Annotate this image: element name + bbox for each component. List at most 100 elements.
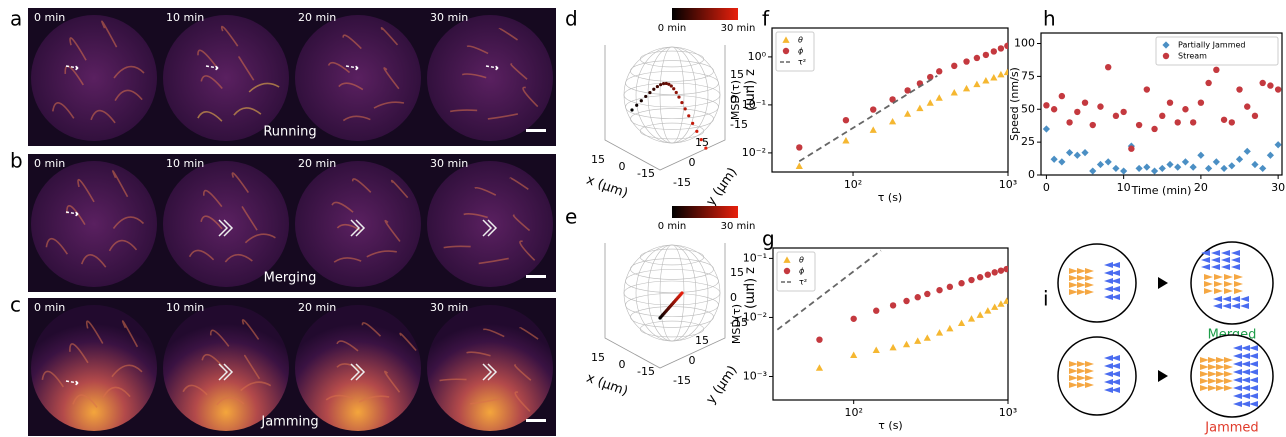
sphere-parallel — [640, 51, 703, 67]
legend-label: θ — [798, 36, 803, 45]
colorbar-label: 30 min — [721, 221, 756, 232]
data-point — [1267, 152, 1274, 159]
trajectory-point — [670, 84, 673, 87]
data-point — [997, 71, 1004, 77]
data-point — [991, 48, 997, 54]
y-tick-label: -15 — [673, 176, 691, 189]
time-label: 10 min — [166, 157, 204, 170]
time-label: 10 min — [166, 11, 204, 24]
trajectory-point — [687, 114, 690, 117]
data-point — [924, 334, 931, 340]
legend-label: τ² — [799, 278, 807, 287]
y-tick-label: 0 — [1028, 168, 1035, 181]
cell-outline — [1191, 335, 1273, 417]
figure: abcdefghi0 min10 min20 min30 minRunning0… — [0, 0, 1286, 437]
data-point — [904, 110, 911, 116]
legend-label: θ — [799, 256, 804, 265]
transition-arrow — [1158, 277, 1168, 289]
cell-image — [163, 161, 289, 287]
data-point — [1251, 161, 1258, 168]
image-caption: Jamming — [260, 415, 318, 430]
data-point — [1198, 99, 1204, 105]
data-point — [915, 294, 921, 300]
data-point — [968, 277, 974, 283]
data-point — [992, 269, 998, 275]
x-tick-label: 0 — [619, 160, 626, 173]
cell-image — [427, 161, 553, 287]
data-point — [1244, 148, 1251, 155]
y-axis-label: MSD(τ) — [730, 304, 743, 344]
sphere-meridian — [636, 245, 708, 341]
data-point — [870, 126, 877, 132]
data-point — [1236, 156, 1243, 163]
data-point — [936, 94, 943, 100]
y-tick-label: 0 — [689, 354, 696, 367]
data-point — [1105, 158, 1112, 165]
trajectory-point — [640, 99, 643, 102]
plot-area — [1043, 64, 1282, 175]
trajectory-point — [630, 108, 633, 111]
y-tick-label: 10⁻¹ — [742, 98, 766, 111]
x-tick-label: 10 — [1117, 181, 1131, 194]
data-point — [1081, 149, 1088, 156]
outcome-label: Jammed — [1204, 421, 1258, 436]
plot-area — [796, 43, 1011, 169]
data-point — [1135, 165, 1142, 172]
cell-image — [295, 161, 421, 287]
image-caption: Running — [263, 125, 316, 140]
data-point — [982, 77, 989, 83]
x-tick-label: 20 — [1194, 181, 1208, 194]
data-point — [1066, 149, 1073, 156]
data-point — [1120, 109, 1126, 115]
trajectory-point — [656, 85, 659, 88]
data-point — [1159, 165, 1166, 172]
data-point — [1128, 146, 1134, 152]
time-label: 30 min — [430, 11, 468, 24]
sphere-parallel — [624, 281, 720, 305]
sphere-parallel — [630, 259, 713, 280]
data-point — [1275, 86, 1281, 92]
data-point — [1267, 82, 1273, 88]
time-label: 0 min — [34, 157, 65, 170]
time-label: 10 min — [166, 301, 204, 314]
data-point — [1004, 43, 1010, 49]
data-point — [1197, 152, 1204, 159]
trajectory-point — [648, 91, 651, 94]
trajectory-point — [635, 104, 638, 107]
data-point — [1182, 158, 1189, 165]
legend-box — [777, 252, 815, 291]
data-point — [1259, 80, 1265, 86]
data-point — [816, 364, 823, 370]
data-point — [983, 52, 989, 58]
colorbar — [672, 8, 738, 20]
colorbar — [672, 206, 738, 218]
data-point — [1051, 106, 1057, 112]
data-point — [977, 311, 984, 317]
data-point — [1097, 161, 1104, 168]
data-point — [927, 99, 934, 105]
data-point — [1190, 119, 1196, 125]
data-point — [873, 346, 880, 352]
data-point — [1043, 125, 1050, 132]
data-point — [1228, 162, 1235, 169]
x-tick-label: 0 — [619, 358, 626, 371]
trajectory-point — [684, 107, 687, 110]
trajectory-point — [695, 130, 698, 133]
y-tick-label: 15 — [695, 136, 709, 149]
data-point — [1089, 167, 1096, 174]
data-point — [1182, 106, 1188, 112]
axis-label: x (μm) — [584, 173, 629, 202]
data-point — [963, 58, 969, 64]
y-tick-label: 15 — [695, 334, 709, 347]
data-point — [1074, 152, 1081, 159]
data-point — [1105, 64, 1111, 70]
trajectory-point — [680, 291, 683, 294]
data-point — [843, 117, 849, 123]
colorbar-label: 0 min — [658, 23, 686, 34]
axis-label: y (μm) — [704, 363, 741, 407]
data-point — [936, 68, 942, 74]
y-tick-label: 10⁻³ — [743, 370, 767, 383]
data-point — [1190, 164, 1197, 171]
legend-label: τ² — [798, 58, 806, 67]
data-point — [903, 341, 910, 347]
